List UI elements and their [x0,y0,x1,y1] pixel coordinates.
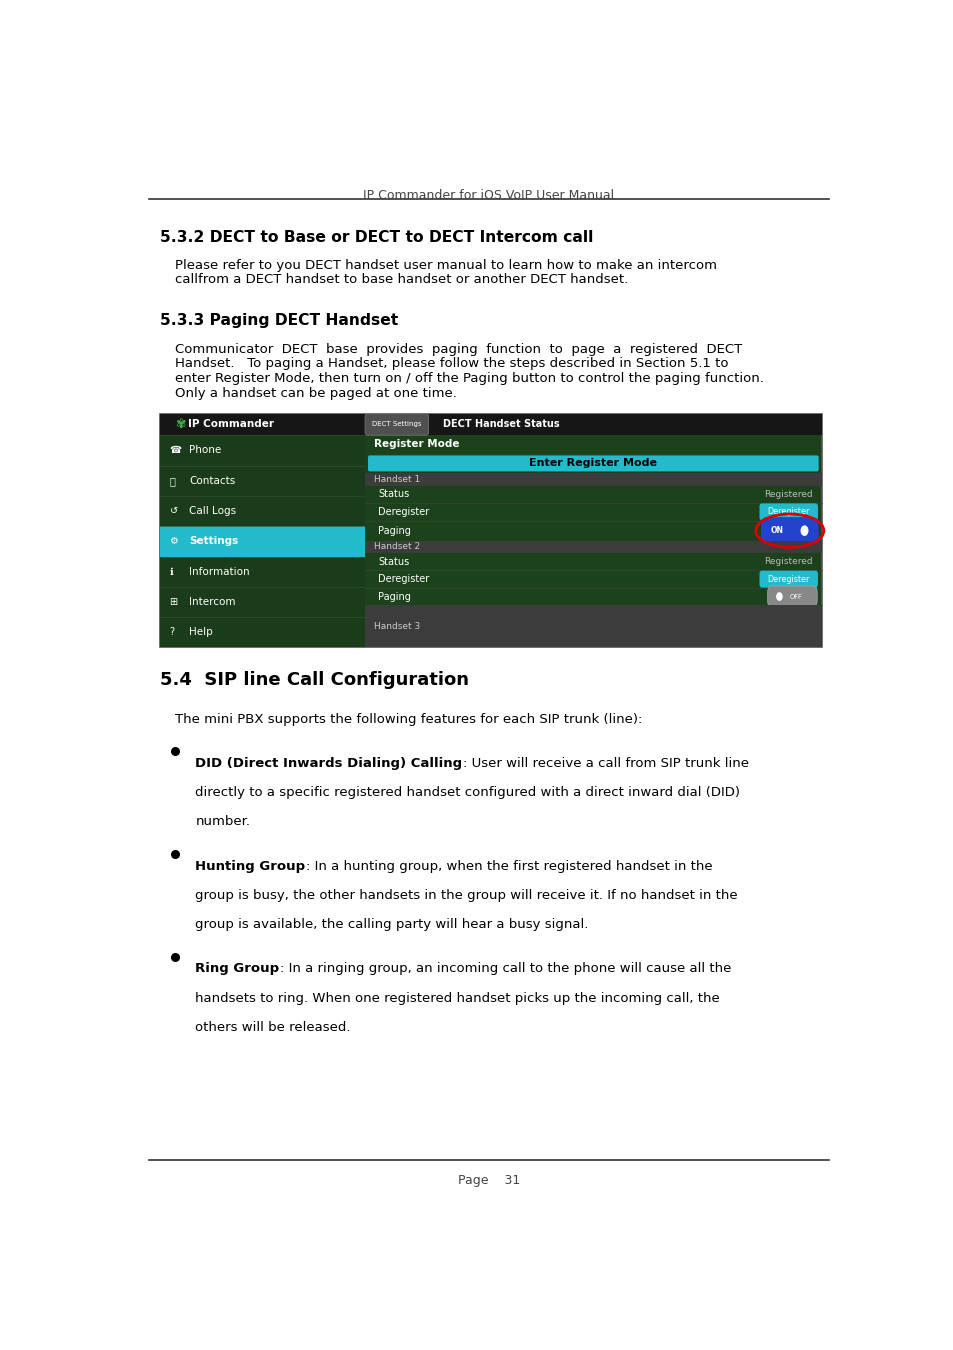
FancyBboxPatch shape [160,413,821,435]
Text: DECT Settings: DECT Settings [372,421,421,428]
FancyBboxPatch shape [160,435,365,648]
Text: Only a handset can be paged at one time.: Only a handset can be paged at one time. [174,386,456,400]
Text: Intercom: Intercom [190,597,235,608]
Text: group is available, the calling party will hear a busy signal.: group is available, the calling party wi… [195,918,588,930]
Text: Communicator  DECT  base  provides  paging  function  to  page  a  registered  D: Communicator DECT base provides paging f… [174,343,741,356]
Circle shape [776,593,781,601]
Text: Registered: Registered [763,490,812,500]
Text: ↺: ↺ [170,506,177,516]
Text: handsets to ring. When one registered handset picks up the incoming call, the: handsets to ring. When one registered ha… [195,991,720,1004]
Text: Paging: Paging [378,525,411,536]
Text: IP Commander: IP Commander [188,420,274,429]
Text: Handset 1: Handset 1 [374,475,419,485]
FancyBboxPatch shape [767,586,817,608]
Text: Paging: Paging [378,591,411,602]
FancyBboxPatch shape [759,504,817,520]
Text: Registered: Registered [763,558,812,566]
Text: Status: Status [378,556,409,567]
Text: : User will receive a call from SIP trunk line: : User will receive a call from SIP trun… [462,756,748,770]
Text: Please refer to you DECT handset user manual to learn how to make an intercom: Please refer to you DECT handset user ma… [174,259,716,271]
Text: 5.4  SIP line Call Configuration: 5.4 SIP line Call Configuration [160,671,469,690]
Text: DECT Handset Status: DECT Handset Status [442,420,558,429]
Text: 👤: 👤 [170,475,175,486]
Text: Handset.   To paging a Handset, please follow the steps described in Section 5.1: Handset. To paging a Handset, please fol… [174,358,727,370]
Text: : In a ringing group, an incoming call to the phone will cause all the: : In a ringing group, an incoming call t… [279,963,730,976]
Text: Deregister: Deregister [767,508,809,517]
Text: Handset 3: Handset 3 [374,622,419,630]
Text: Help: Help [190,628,213,637]
FancyBboxPatch shape [368,455,818,471]
Text: number.: number. [195,815,250,828]
Text: Register Mode: Register Mode [374,439,459,450]
FancyBboxPatch shape [365,474,821,486]
Text: ✾: ✾ [176,418,187,431]
Text: ⚙: ⚙ [170,536,178,547]
FancyBboxPatch shape [760,517,818,544]
Text: ☎: ☎ [170,446,181,455]
Text: DID (Direct Inwards Dialing) Calling: DID (Direct Inwards Dialing) Calling [195,756,462,770]
Text: Hunting Group: Hunting Group [195,860,305,872]
Text: callfrom a DECT handset to base handset or another DECT handset.: callfrom a DECT handset to base handset … [174,273,627,286]
Text: The mini PBX supports the following features for each SIP trunk (line):: The mini PBX supports the following feat… [174,713,641,726]
Text: Handset 2: Handset 2 [374,543,419,551]
Text: ℹ: ℹ [170,567,173,576]
Text: ?: ? [170,628,174,637]
Text: ON: ON [770,526,782,535]
FancyBboxPatch shape [160,413,821,648]
Text: Page    31: Page 31 [457,1174,519,1188]
Text: 5.3.2 DECT to Base or DECT to DECT Intercom call: 5.3.2 DECT to Base or DECT to DECT Inter… [160,230,593,244]
Text: Settings: Settings [190,536,238,547]
Text: : In a hunting group, when the first registered handset in the: : In a hunting group, when the first reg… [305,860,711,872]
FancyBboxPatch shape [365,605,821,648]
Text: Status: Status [378,490,409,500]
Text: Deregister: Deregister [767,575,809,583]
FancyBboxPatch shape [365,541,821,554]
FancyBboxPatch shape [759,571,817,587]
Text: others will be released.: others will be released. [195,1021,351,1034]
Text: OFF: OFF [788,594,801,599]
Text: Enter Register Mode: Enter Register Mode [529,459,657,468]
Text: ⊞: ⊞ [170,597,177,608]
Text: Information: Information [190,567,250,576]
FancyBboxPatch shape [365,413,428,435]
Text: 5.3.3 Paging DECT Handset: 5.3.3 Paging DECT Handset [160,313,397,328]
Text: enter Register Mode, then turn on / off the Paging button to control the paging : enter Register Mode, then turn on / off … [174,373,762,385]
Text: directly to a specific registered handset configured with a direct inward dial (: directly to a specific registered handse… [195,786,740,799]
FancyBboxPatch shape [160,526,365,556]
Text: IP Commander for iOS VoIP User Manual: IP Commander for iOS VoIP User Manual [363,189,614,202]
Text: Phone: Phone [190,446,221,455]
Text: Call Logs: Call Logs [190,506,236,516]
Text: Deregister: Deregister [378,506,429,517]
Text: Ring Group: Ring Group [195,963,279,976]
Text: Deregister: Deregister [378,574,429,585]
Circle shape [801,526,807,536]
Text: Contacts: Contacts [190,475,235,486]
Text: group is busy, the other handsets in the group will receive it. If no handset in: group is busy, the other handsets in the… [195,888,738,902]
